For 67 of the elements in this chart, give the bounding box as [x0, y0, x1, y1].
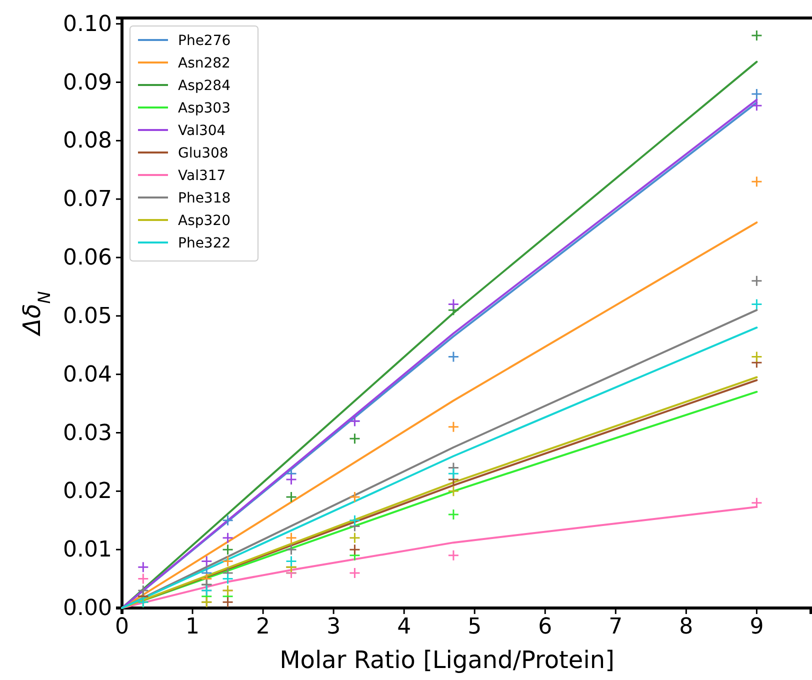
x-tick-label: 0 [115, 614, 129, 640]
point [222, 544, 234, 556]
point [348, 532, 360, 544]
x-tick-label: 3 [326, 614, 341, 640]
point [750, 88, 762, 100]
x-tick-label: 2 [256, 614, 270, 640]
point [286, 544, 298, 556]
point [222, 514, 234, 526]
legend-label: Phe322 [178, 236, 231, 252]
point [286, 532, 298, 544]
y-tick-label: 0.00 [63, 596, 112, 622]
y-tick-label: 0.10 [63, 12, 112, 37]
point [137, 561, 149, 573]
point [448, 298, 460, 310]
x-tick-label: 8 [679, 614, 694, 640]
point [448, 421, 460, 433]
point [750, 176, 762, 188]
x-tick-label: 6 [538, 614, 552, 640]
point [448, 508, 460, 520]
legend-label: Phe276 [178, 33, 231, 49]
y-tick-label: 0.06 [63, 246, 112, 271]
point [448, 351, 460, 363]
point [448, 485, 460, 497]
x-tick-label: 9 [750, 614, 764, 640]
point [348, 432, 360, 444]
point [448, 468, 460, 480]
point [750, 275, 762, 287]
point [750, 30, 762, 42]
legend-label: Asn282 [178, 56, 230, 72]
point [348, 567, 360, 579]
point [286, 474, 298, 486]
y-tick-label: 0.02 [63, 479, 112, 504]
point [222, 556, 234, 568]
x-tick-label: 1 [186, 614, 200, 640]
y-tick-label: 0.04 [63, 362, 112, 388]
y-tick-label: 0.01 [63, 538, 112, 563]
x-tick-label: 7 [608, 614, 623, 640]
legend-label: Asp284 [178, 78, 231, 94]
point [200, 556, 212, 568]
legend-label: Asp320 [178, 213, 230, 229]
y-tick-label: 0.07 [63, 187, 112, 212]
legend-label: Phe318 [178, 190, 231, 206]
point [222, 573, 234, 585]
point [137, 584, 149, 596]
point [448, 550, 460, 562]
point [286, 491, 298, 503]
point [750, 100, 762, 112]
point [222, 596, 234, 608]
point [222, 532, 234, 544]
y-tick-label: 0.08 [63, 128, 112, 154]
legend-label: Asp303 [178, 100, 230, 116]
point [750, 298, 762, 310]
y-tick-label: 0.03 [63, 420, 112, 446]
x-tick-label: 5 [468, 614, 482, 640]
y-tick-label: 0.05 [63, 304, 112, 329]
y-tick-label: 0.09 [63, 70, 112, 96]
x-tick-label: 4 [397, 614, 412, 640]
x-axis-title: Molar Ratio [Ligand/Protein] [280, 646, 614, 674]
point [348, 491, 360, 503]
point [348, 544, 360, 556]
point [348, 514, 360, 526]
point [137, 573, 149, 585]
legend-label: Val317 [178, 168, 226, 184]
point [286, 556, 298, 568]
legend-label: Val304 [178, 123, 226, 139]
point [750, 351, 762, 363]
legend-label: Glu308 [178, 146, 228, 162]
